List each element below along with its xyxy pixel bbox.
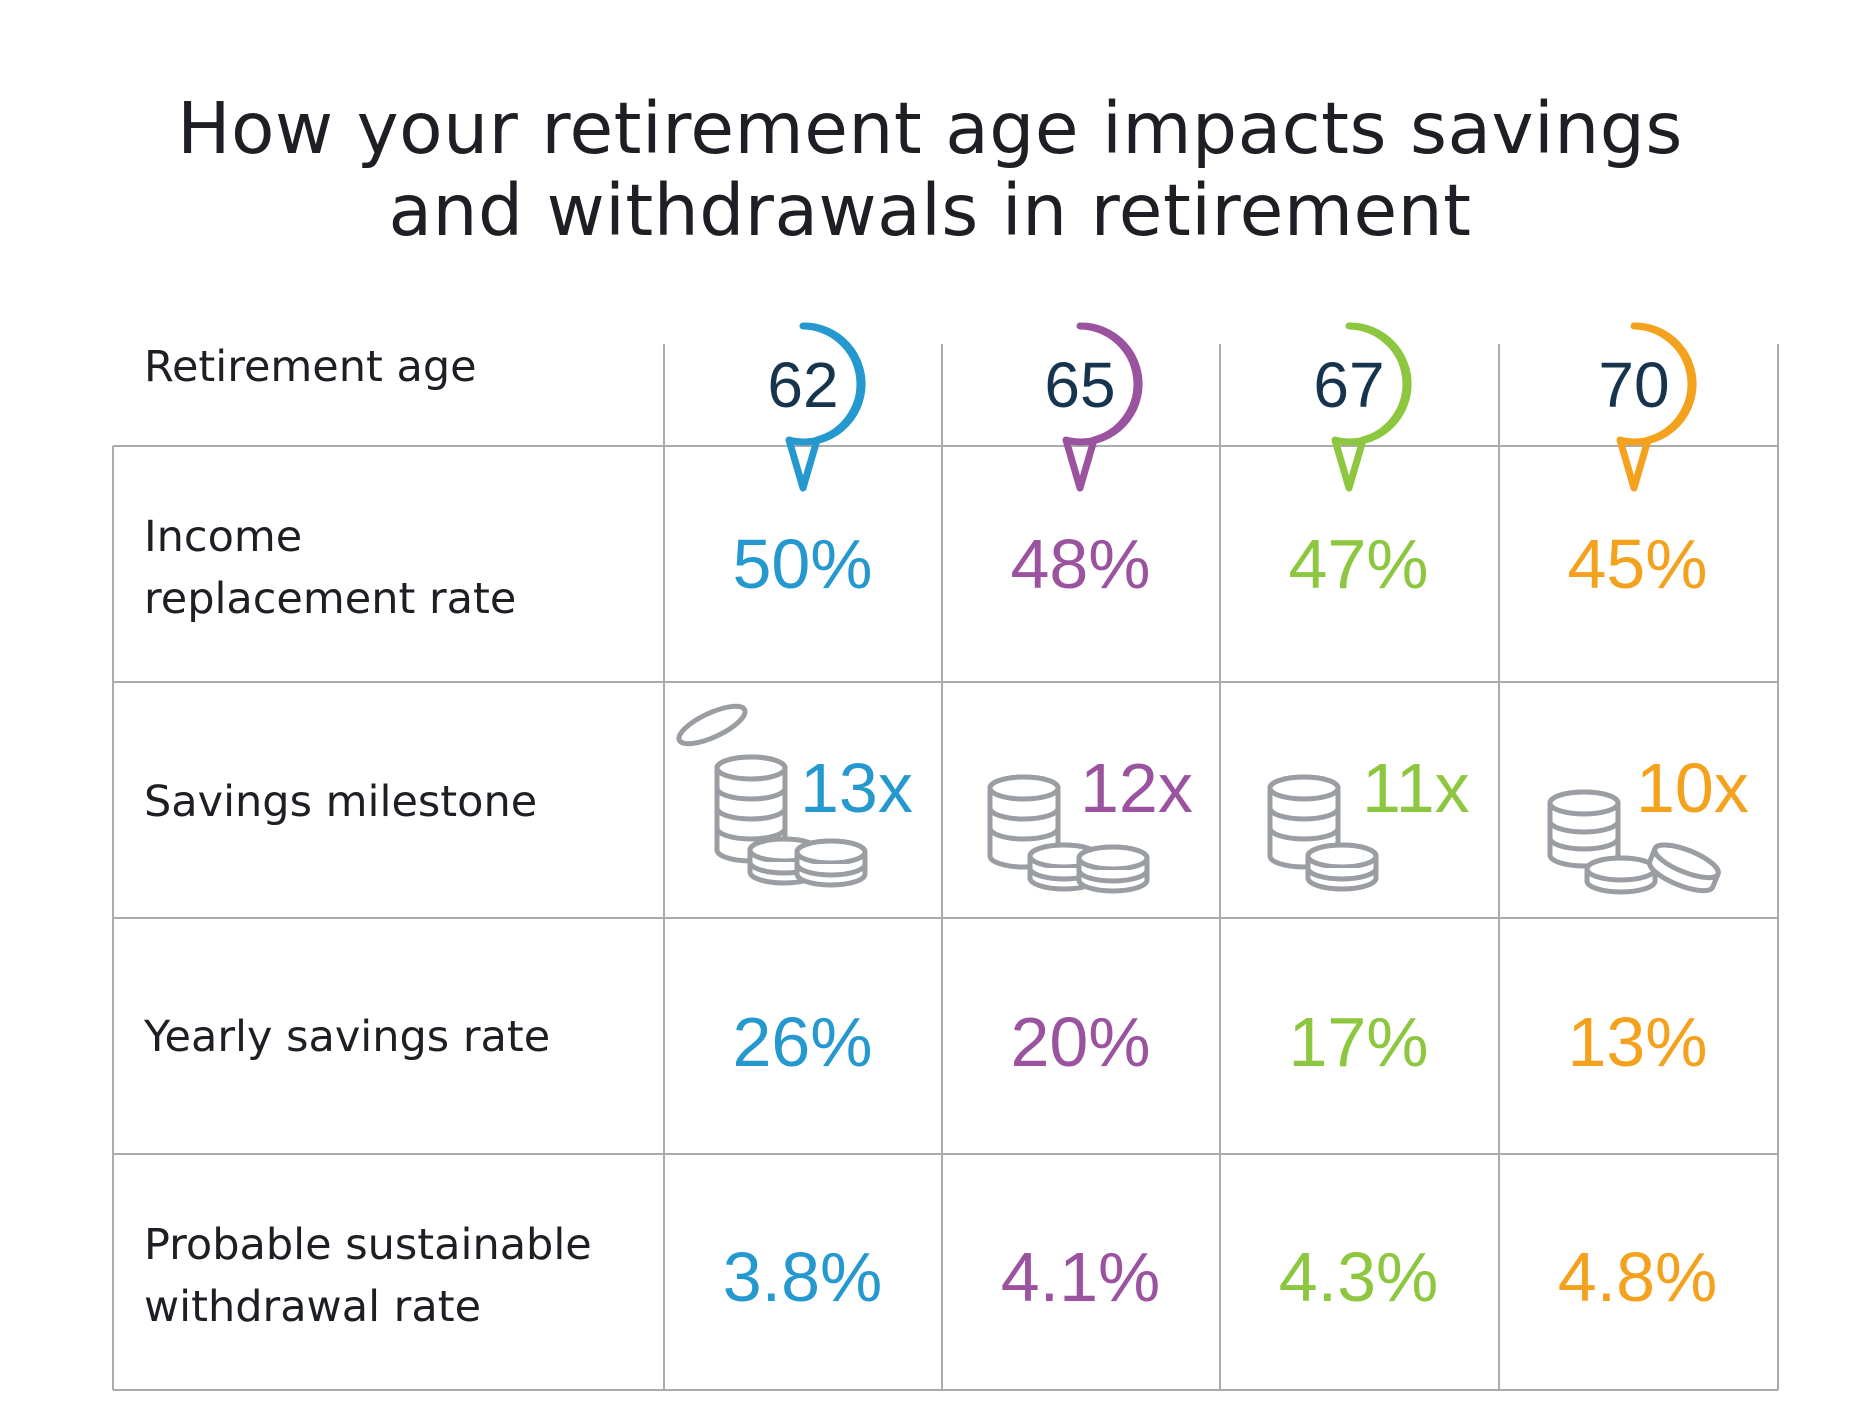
- row-label-line-2: replacement rate: [144, 574, 517, 624]
- withdrawal-rate-70: 4.8%: [1557, 1238, 1718, 1316]
- withdrawal-rate-67: 4.3%: [1278, 1238, 1439, 1316]
- withdrawal-rate-65: 4.1%: [1000, 1238, 1161, 1316]
- row-label-line-1: Income: [144, 512, 303, 562]
- map-pin-icon: [1062, 322, 1143, 492]
- row-label-text: Savings milestone: [144, 777, 538, 827]
- yearly-savings-62: 26%: [732, 1003, 873, 1081]
- savings-milestone-70: 10x: [1636, 749, 1749, 827]
- map-pin-icon: [1616, 322, 1697, 492]
- yearly-savings-65: 20%: [1010, 1003, 1151, 1081]
- income-replacement-65: 48%: [1010, 525, 1151, 603]
- coin-stack-icon: [987, 774, 1150, 894]
- age-pin-62: 62: [739, 320, 867, 492]
- savings-milestone-62: 13x: [800, 749, 913, 827]
- income-replacement-62: 50%: [732, 525, 873, 603]
- coin-stack-icon: [1547, 789, 1721, 895]
- row-label-yearly-savings: Yearly savings rate: [144, 1005, 654, 1069]
- age-pin-65: 65: [1016, 320, 1144, 492]
- income-replacement-70: 45%: [1567, 525, 1708, 603]
- row-label-retirement-age: Retirement age: [144, 335, 654, 399]
- withdrawal-rate-62: 3.8%: [722, 1238, 883, 1316]
- age-value: 70: [1598, 349, 1670, 421]
- row-label-text: Yearly savings rate: [144, 1012, 551, 1062]
- savings-milestone-67: 11x: [1362, 749, 1470, 827]
- map-pin-icon: [1331, 322, 1412, 492]
- row-label-line-2: withdrawal rate: [144, 1282, 482, 1332]
- page-title: How your retirement age impacts savings …: [0, 88, 1860, 252]
- coin-stack-icon: [1267, 774, 1379, 892]
- row-label-withdrawal-rate: Probable sustainable withdrawal rate: [144, 1214, 654, 1338]
- age-value: 62: [767, 349, 839, 421]
- row-label-text: Income replacement rate: [144, 506, 516, 630]
- yearly-savings-70: 13%: [1567, 1003, 1708, 1081]
- title-line-2: and withdrawals in retirement: [388, 169, 1472, 252]
- savings-milestone-65: 12x: [1080, 749, 1193, 827]
- age-pin-70: 70: [1570, 320, 1698, 492]
- row-label-text: Retirement age: [144, 342, 477, 392]
- row-label-savings-milestone: Savings milestone: [144, 770, 654, 834]
- title-line-1: How your retirement age impacts savings: [177, 87, 1683, 170]
- income-replacement-67: 47%: [1288, 525, 1429, 603]
- coin-stack-icon: [676, 703, 868, 888]
- row-label-text: Probable sustainable withdrawal rate: [144, 1214, 592, 1338]
- yearly-savings-67: 17%: [1288, 1003, 1429, 1081]
- row-label-line-1: Probable sustainable: [144, 1220, 592, 1270]
- age-pin-67: 67: [1285, 320, 1413, 492]
- row-label-income-replacement: Income replacement rate: [144, 506, 654, 630]
- age-value: 65: [1044, 349, 1116, 421]
- map-pin-icon: [785, 322, 866, 492]
- age-value: 67: [1313, 349, 1385, 421]
